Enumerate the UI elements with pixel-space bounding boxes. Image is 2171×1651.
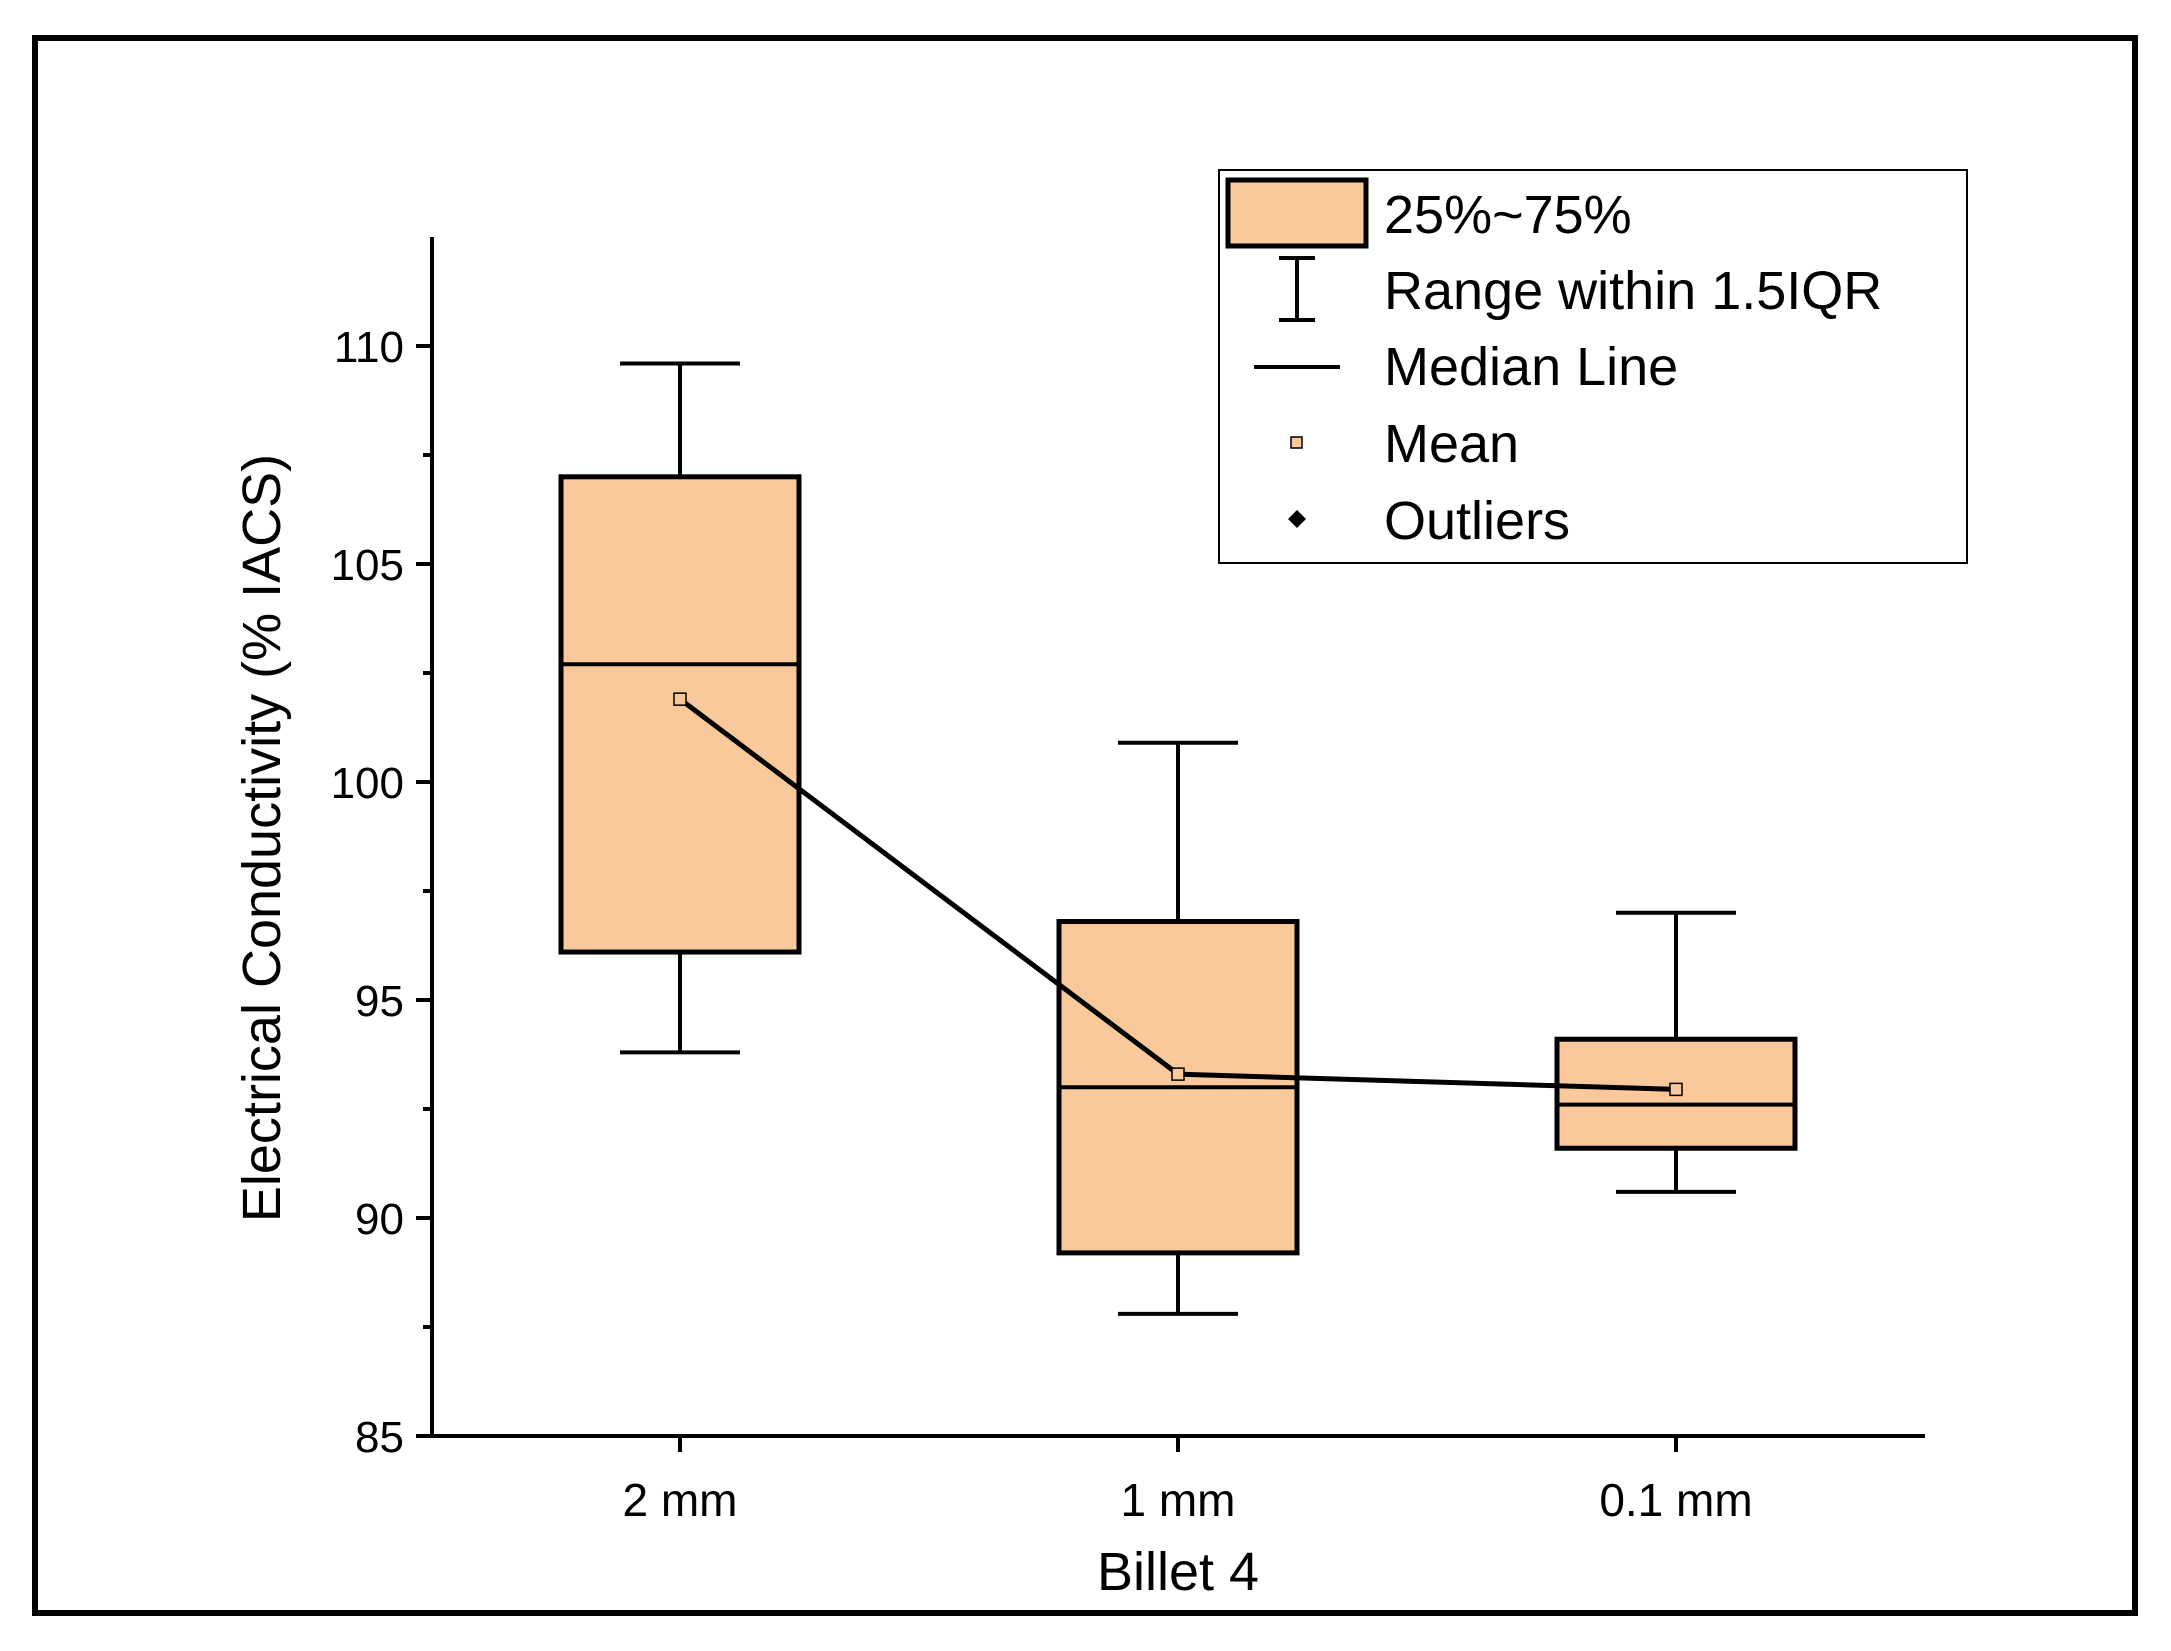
legend-entry-mean: Mean	[1384, 414, 1519, 474]
legend-entry-median: Median Line	[1384, 337, 1678, 397]
iqr-box	[558, 474, 802, 955]
mean-marker	[673, 692, 687, 706]
mean-marker	[1669, 1082, 1683, 1097]
box-1	[558, 361, 802, 1055]
box-2	[1056, 740, 1300, 1316]
y-tick-label: 90	[355, 1195, 404, 1244]
boxes	[558, 361, 1798, 1316]
x-ticks: 2 mm 1 mm 0.1 mm	[623, 1436, 1753, 1526]
y-ticks: 85 90 95 100 105 110	[331, 323, 432, 1462]
legend-outlier-swatch	[1288, 510, 1306, 528]
y-tick-label: 105	[331, 541, 404, 590]
legend: 25%~75% Range within 1.5IQR Median Line …	[1218, 169, 1968, 564]
mean-marker	[1171, 1067, 1185, 1081]
legend-entry-box: 25%~75%	[1384, 185, 1632, 245]
y-axis-label: Electrical Conductivity (% IACS)	[232, 454, 292, 1222]
legend-mean-swatch	[1290, 436, 1303, 449]
x-axis-label: Billet 4	[1097, 1542, 1259, 1602]
mean-line-group	[673, 692, 1683, 1097]
x-tick-label: 2 mm	[623, 1474, 738, 1526]
y-tick-label: 110	[334, 323, 404, 372]
legend-box-swatch	[1225, 177, 1369, 249]
x-tick-label: 0.1 mm	[1599, 1474, 1752, 1526]
legend-entry-range: Range within 1.5IQR	[1384, 261, 1882, 321]
y-tick-label: 85	[355, 1413, 404, 1462]
legend-entry-outliers: Outliers	[1384, 491, 1570, 551]
y-tick-label: 95	[355, 977, 404, 1026]
x-tick-label: 1 mm	[1121, 1474, 1236, 1526]
y-tick-label: 100	[331, 759, 404, 808]
